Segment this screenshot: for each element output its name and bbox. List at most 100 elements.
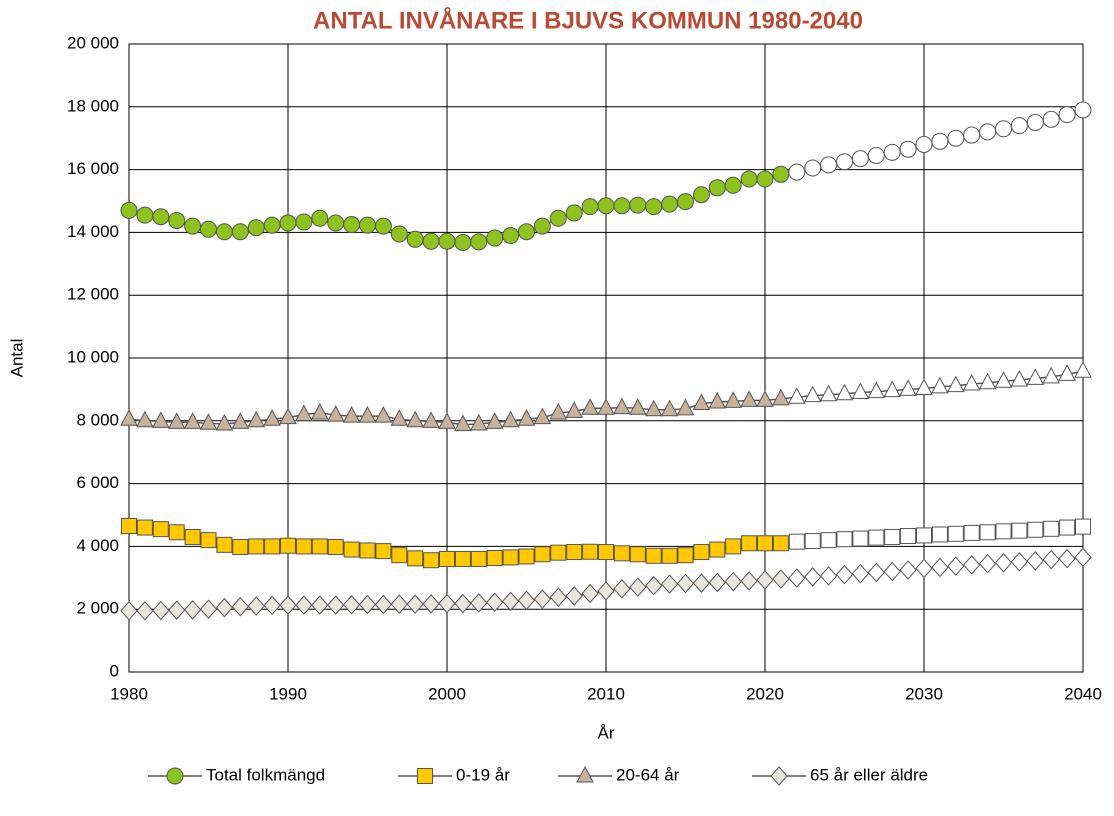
marker <box>581 583 599 604</box>
marker <box>231 596 249 617</box>
marker <box>1042 366 1061 384</box>
marker <box>390 409 409 426</box>
marker <box>899 560 917 580</box>
marker <box>1027 521 1044 538</box>
marker <box>280 537 296 554</box>
marker <box>676 573 695 594</box>
marker <box>374 217 392 235</box>
marker <box>597 398 615 415</box>
marker <box>215 413 234 431</box>
marker <box>279 595 297 615</box>
marker <box>931 132 949 150</box>
marker <box>787 387 806 404</box>
y-tick-label: 16 000 <box>67 159 119 178</box>
marker <box>916 527 932 544</box>
x-tick-label: 1990 <box>269 684 307 703</box>
marker <box>136 519 153 536</box>
marker <box>915 378 933 395</box>
marker <box>390 225 408 243</box>
marker <box>342 595 361 615</box>
marker <box>576 765 594 783</box>
marker <box>867 562 885 583</box>
marker <box>566 544 583 561</box>
marker <box>121 517 137 534</box>
marker <box>311 595 329 615</box>
marker <box>327 595 345 615</box>
marker <box>947 525 964 542</box>
marker <box>232 539 249 556</box>
marker <box>1074 361 1092 378</box>
marker <box>772 388 790 406</box>
marker <box>994 371 1013 388</box>
y-tick-label: 2 000 <box>76 599 119 618</box>
marker <box>852 530 869 547</box>
marker <box>152 208 170 226</box>
marker <box>770 766 788 786</box>
marker <box>152 521 169 538</box>
marker <box>1010 552 1029 572</box>
marker <box>915 558 933 579</box>
marker <box>899 140 917 158</box>
marker <box>978 372 997 390</box>
y-tick-label: 12 000 <box>67 285 119 304</box>
marker <box>295 213 313 231</box>
marker <box>708 572 726 593</box>
marker <box>836 153 853 171</box>
marker <box>216 536 233 553</box>
x-tick-label: 2040 <box>1064 684 1102 703</box>
x-tick-label: 2020 <box>746 684 784 703</box>
marker <box>565 586 583 606</box>
marker <box>708 391 727 409</box>
marker <box>820 532 837 549</box>
marker <box>406 594 424 614</box>
marker <box>326 405 345 422</box>
marker <box>756 390 774 407</box>
y-tick-label: 0 <box>110 661 119 680</box>
marker <box>533 407 552 425</box>
marker <box>279 214 297 232</box>
marker <box>120 409 138 426</box>
plot-border <box>128 43 1084 673</box>
marker <box>677 193 694 211</box>
marker <box>264 538 281 555</box>
marker <box>995 120 1012 138</box>
marker <box>788 163 806 181</box>
marker <box>422 411 440 428</box>
marker <box>533 589 552 609</box>
marker <box>756 170 774 188</box>
marker <box>1026 114 1044 131</box>
marker <box>613 545 630 562</box>
marker <box>931 376 949 394</box>
marker <box>469 413 488 431</box>
marker <box>867 381 886 399</box>
marker <box>756 570 774 590</box>
marker <box>406 230 424 248</box>
marker <box>788 533 805 550</box>
marker <box>1058 106 1076 124</box>
marker <box>549 587 567 608</box>
marker <box>1011 522 1028 539</box>
marker <box>120 601 138 621</box>
marker <box>1010 369 1029 387</box>
marker <box>295 538 312 555</box>
y-tick-label: 10 000 <box>67 347 119 366</box>
marker <box>327 214 345 232</box>
marker <box>517 409 536 426</box>
marker <box>168 600 186 620</box>
marker <box>248 538 265 555</box>
marker <box>151 411 170 428</box>
marker <box>613 397 631 415</box>
marker <box>660 574 679 594</box>
marker <box>549 402 568 420</box>
marker <box>979 123 997 141</box>
marker <box>374 406 393 423</box>
marker <box>740 390 758 407</box>
marker <box>995 523 1012 540</box>
x-axis-label: År <box>598 723 615 742</box>
marker <box>819 566 838 586</box>
marker <box>247 596 265 616</box>
marker <box>438 412 456 429</box>
marker <box>883 380 902 398</box>
marker <box>883 143 901 161</box>
